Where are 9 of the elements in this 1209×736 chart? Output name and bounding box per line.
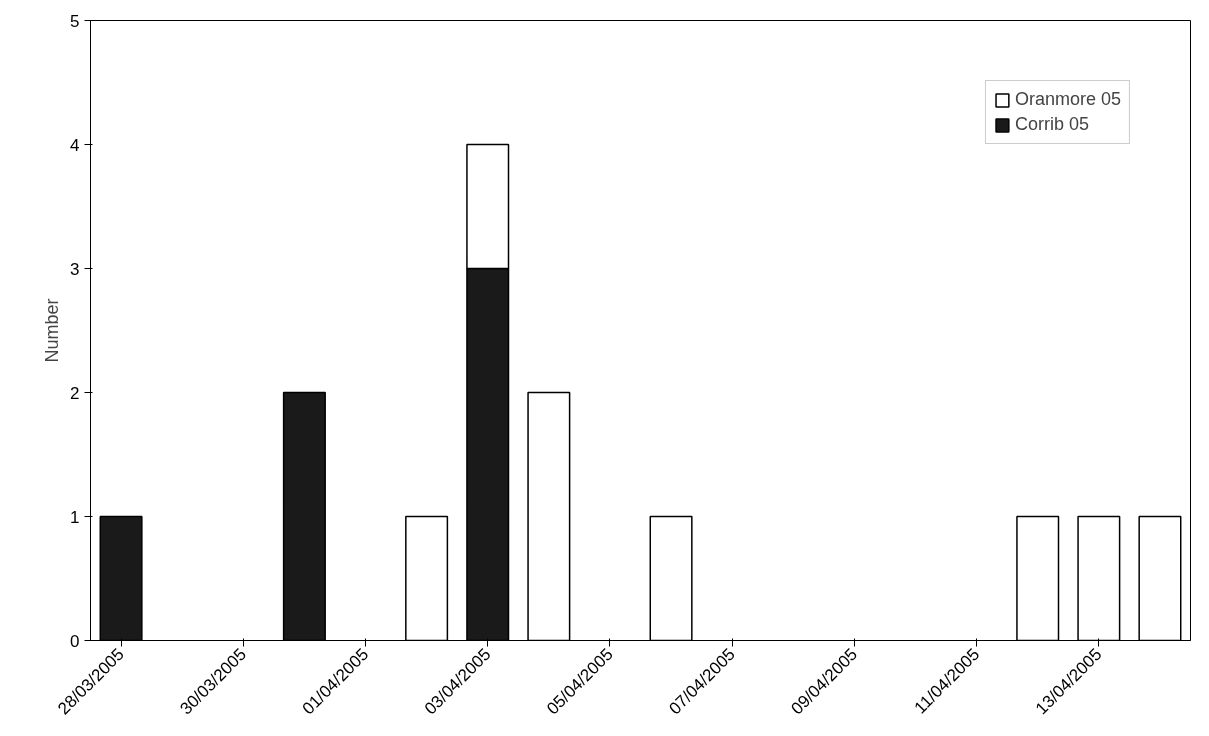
y-tick-label: 0 <box>70 631 80 651</box>
legend-label: Oranmore 05 <box>1014 89 1121 110</box>
y-tick-label: 1 <box>70 507 80 527</box>
y-tick-label: 3 <box>70 259 80 279</box>
y-tick-label: 2 <box>70 383 80 403</box>
y-axis-title: Number <box>42 298 63 363</box>
y-tick-label: 4 <box>70 135 80 155</box>
legend-label: Corrib 05 <box>1014 114 1089 135</box>
y-tick-label: 5 <box>70 11 80 31</box>
